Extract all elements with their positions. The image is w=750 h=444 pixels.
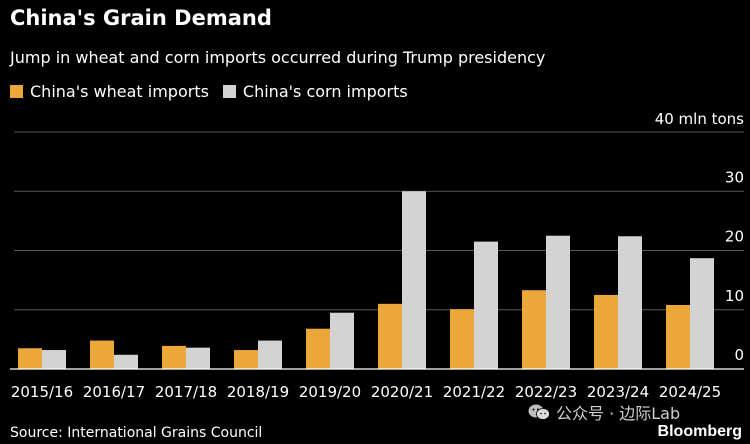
chart-subtitle: Jump in wheat and corn imports occurred … (10, 48, 546, 67)
x-tick-label: 2016/17 (83, 383, 145, 401)
bar-wheat-2024-25 (666, 305, 690, 369)
bar-wheat-2018-19 (234, 350, 258, 369)
x-tick-label: 2020/21 (371, 383, 433, 401)
watermark: 公众号 · 边际Lab (528, 400, 680, 424)
x-tick-label: 2018/19 (227, 383, 289, 401)
bar-corn-2020-21 (402, 191, 426, 369)
bar-corn-2015-16 (42, 350, 66, 369)
y-tick-label: 10 (725, 287, 744, 305)
legend-label-wheat: China's wheat imports (30, 82, 209, 101)
x-tick-label: 2015/16 (11, 383, 73, 401)
bar-corn-2018-19 (258, 340, 282, 369)
legend-label-corn: China's corn imports (242, 82, 408, 101)
legend-item-corn: China's corn imports (222, 82, 408, 101)
legend-swatch-corn (222, 85, 236, 98)
x-tick-label: 2017/18 (155, 383, 217, 401)
x-tick-label: 2019/20 (299, 383, 361, 401)
x-tick-label: 2023/24 (587, 383, 649, 401)
x-tick-label: 2022/23 (515, 383, 577, 401)
bar-corn-2023-24 (618, 236, 642, 369)
bar-wheat-2021-22 (450, 309, 474, 369)
y-tick-label: 30 (725, 168, 744, 186)
bar-wheat-2019-20 (306, 328, 330, 369)
bar-wheat-2023-24 (594, 294, 618, 369)
source-note: Source: International Grains Council (10, 425, 263, 441)
legend-swatch-wheat (10, 85, 23, 98)
bar-wheat-2020-21 (378, 303, 402, 369)
legend-item-wheat: China's wheat imports (10, 82, 209, 101)
bloomberg-logo: Bloomberg (657, 423, 742, 440)
y-tick-label: 0 (734, 346, 744, 364)
wechat-icon (528, 404, 550, 420)
bar-corn-2022-23 (546, 235, 570, 369)
bar-corn-2024-25 (690, 258, 714, 369)
bar-corn-2021-22 (474, 241, 498, 369)
legend: China's wheat imports China's corn impor… (10, 82, 422, 101)
bar-corn-2016-17 (114, 354, 138, 369)
watermark-text: 公众号 · 边际Lab (556, 404, 681, 423)
bar-wheat-2022-23 (522, 290, 546, 369)
bar-wheat-2016-17 (90, 340, 114, 369)
y-unit-label: 40 mln tons (655, 110, 744, 128)
x-tick-label: 2021/22 (443, 383, 505, 401)
bar-corn-2019-20 (330, 312, 354, 369)
bar-wheat-2015-16 (18, 348, 42, 369)
bar-corn-2017-18 (186, 347, 210, 369)
x-tick-label: 2024/25 (659, 383, 721, 401)
y-tick-label: 20 (725, 228, 744, 246)
bar-wheat-2017-18 (162, 345, 186, 369)
chart-title: China's Grain Demand (10, 6, 272, 30)
